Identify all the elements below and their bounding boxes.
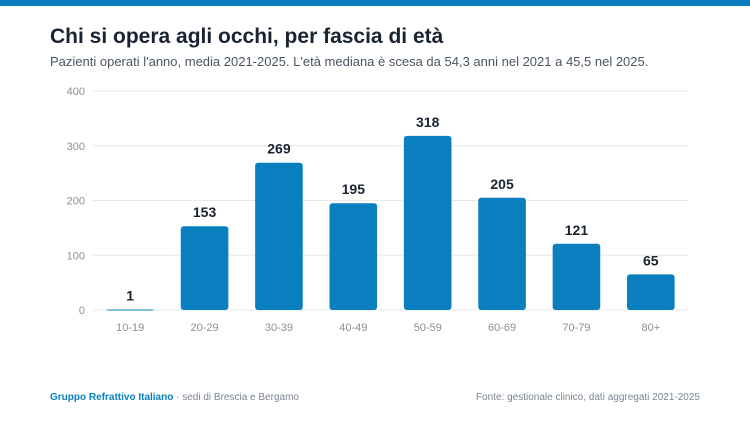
footer-credit: Gruppo Refrattivo Italiano · sedi di Bre…	[50, 392, 299, 403]
y-tick-label: 300	[67, 141, 85, 153]
y-tick-label: 0	[79, 305, 85, 317]
x-tick-label: 20-29	[190, 322, 218, 334]
x-tick-label: 70-79	[562, 322, 590, 334]
bar-value-label: 195	[342, 181, 366, 197]
bar	[627, 274, 675, 310]
bar-value-label: 121	[565, 222, 589, 238]
bar-value-label: 269	[267, 141, 291, 157]
bar	[329, 203, 378, 310]
bar	[403, 135, 452, 310]
bar	[180, 226, 229, 310]
bar-value-label: 318	[416, 114, 440, 130]
x-tick-label: 10-19	[116, 322, 144, 334]
organization-name: Gruppo Refrattivo Italiano	[50, 392, 174, 403]
bar	[106, 309, 154, 311]
y-tick-label: 200	[67, 196, 85, 208]
x-tick-label: 80+	[641, 322, 660, 334]
y-tick-label: 100	[67, 250, 85, 262]
x-tick-label: 30-39	[265, 322, 293, 334]
bar-value-label: 153	[193, 204, 217, 220]
bar-value-label: 1	[126, 287, 134, 303]
x-tick-label: 40-49	[339, 322, 367, 334]
bar	[552, 243, 601, 310]
chart-subtitle: Pazienti operati l'anno, media 2021-2025…	[50, 54, 649, 69]
top-accent-bar	[0, 0, 750, 6]
bar	[478, 197, 526, 310]
bar	[255, 162, 303, 310]
y-tick-label: 400	[67, 86, 85, 98]
bar-value-label: 65	[643, 252, 659, 268]
chart-title: Chi si opera agli occhi, per fascia di e…	[50, 25, 444, 48]
bar-value-label: 205	[490, 176, 514, 192]
footer-source: Fonte: gestionale clinico, dati aggregat…	[475, 392, 700, 403]
x-tick-label: 50-59	[414, 322, 442, 334]
bar-chart: 0 100 200 300 400 1 10-19 153 20-29 269 30-39 195 40…	[67, 86, 688, 334]
organization-detail: · sedi di Brescia e Bergamo	[176, 392, 299, 403]
x-tick-label: 60-69	[488, 322, 516, 334]
